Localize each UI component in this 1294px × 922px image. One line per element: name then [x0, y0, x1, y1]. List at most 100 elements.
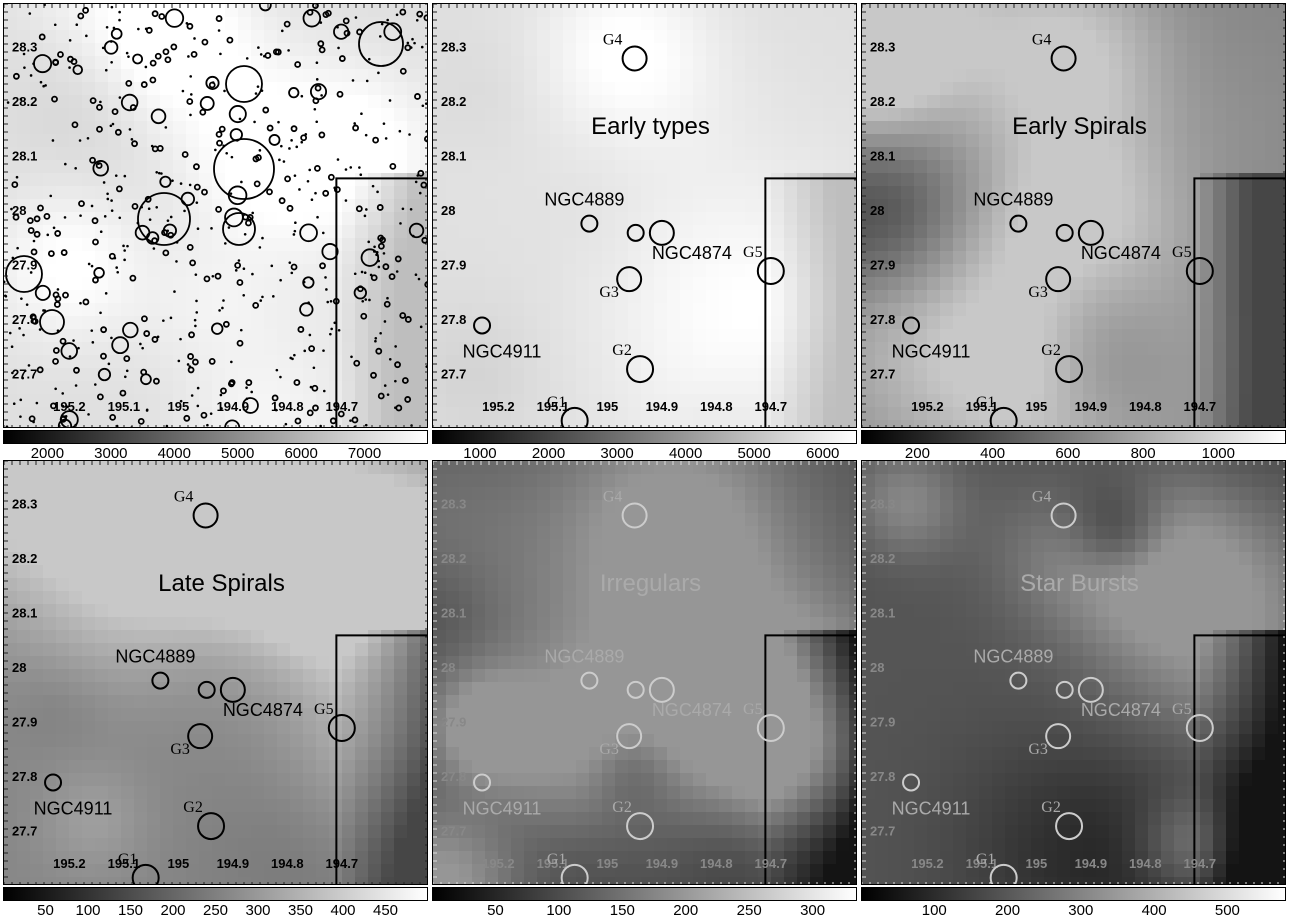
galaxy-point: [240, 329, 243, 332]
galaxy-point: [310, 386, 313, 389]
galaxy-point: [285, 423, 288, 426]
galaxy-point: [218, 29, 221, 32]
galaxy-point: [366, 80, 369, 83]
ra-tick-label: 194.8: [271, 856, 304, 871]
galaxy-point: [387, 393, 390, 396]
galaxy-point: [361, 300, 364, 303]
colorbar-late-spirals: [3, 887, 428, 901]
galaxy-point: [212, 275, 215, 278]
galaxy-point: [294, 221, 297, 224]
dec-tick-label: 27.9: [441, 258, 466, 273]
galaxy-point: [19, 415, 22, 418]
galaxy-point: [314, 192, 317, 195]
galaxy-point: [32, 62, 35, 65]
galaxy-point: [173, 290, 176, 293]
colorbar-tick-label: 50: [37, 902, 54, 919]
galaxy-point: [119, 96, 122, 99]
galaxy-point: [104, 215, 107, 218]
galaxy-point: [322, 232, 325, 235]
galaxy-point: [231, 156, 234, 159]
galaxy-point: [18, 327, 21, 330]
galaxy-point: [175, 260, 178, 263]
ra-tick-label: 195.2: [53, 399, 86, 414]
galaxy-point: [314, 108, 317, 111]
galaxy-point: [170, 317, 173, 320]
galaxy-point: [419, 192, 422, 195]
galaxy-point: [329, 333, 332, 336]
colorbar-tick-label: 450: [373, 902, 398, 919]
object-label: G4: [1032, 488, 1052, 505]
galaxy-point: [425, 365, 428, 368]
galaxy-point: [360, 112, 363, 115]
object-label: G5: [743, 244, 763, 261]
galaxy-point: [319, 425, 322, 428]
galaxy-point: [386, 19, 389, 22]
galaxy-point: [195, 300, 198, 303]
density-map: [433, 461, 857, 885]
galaxy-point: [322, 349, 325, 352]
galaxy-point: [54, 388, 57, 391]
dec-tick-label: 28.1: [870, 606, 895, 621]
galaxy-point: [153, 247, 156, 250]
galaxy-point: [368, 299, 371, 302]
dec-tick-label: 28.1: [441, 606, 466, 621]
galaxy-point: [23, 66, 26, 69]
galaxy-point: [361, 271, 364, 274]
galaxy-point: [149, 218, 152, 221]
galaxy-point: [259, 299, 262, 302]
colorbar-all: [3, 430, 428, 444]
galaxy-point: [290, 272, 293, 275]
galaxy-point: [16, 247, 19, 250]
dec-tick-label: 28.3: [12, 40, 37, 55]
galaxy-point: [110, 337, 113, 340]
object-label: G3: [1028, 741, 1048, 758]
galaxy-point: [402, 207, 405, 210]
galaxy-point: [280, 145, 283, 148]
ra-tick-label: 194.8: [271, 399, 304, 414]
galaxy-point: [22, 334, 25, 337]
ra-tick-label: 195.2: [911, 399, 944, 414]
galaxy-point: [324, 276, 327, 279]
galaxy-point: [126, 52, 129, 55]
colorbar-tick-label: 100: [75, 902, 100, 919]
galaxy-point: [131, 138, 134, 141]
galaxy-point: [42, 85, 45, 88]
galaxy-point: [122, 245, 125, 248]
galaxy-point: [124, 175, 127, 178]
galaxy-point: [13, 402, 16, 405]
galaxy-point: [126, 369, 129, 372]
galaxy-point: [194, 319, 197, 322]
galaxy-point: [368, 58, 371, 61]
ra-tick-label: 195.1: [108, 399, 141, 414]
dec-tick-label: 27.7: [870, 824, 895, 839]
dec-tick-label: 27.7: [12, 367, 37, 382]
colorbar-tick-label: 200: [673, 902, 698, 919]
galaxy-point: [394, 345, 397, 348]
galaxy-point: [384, 320, 387, 323]
object-label: G3: [599, 284, 619, 301]
galaxy-point: [123, 259, 126, 262]
galaxy-point: [167, 219, 170, 222]
colorbar-tick-label: 300: [800, 902, 825, 919]
galaxy-point: [359, 173, 362, 176]
galaxy-point: [145, 66, 148, 69]
ra-tick-label: 195: [168, 856, 190, 871]
dec-tick-label: 28: [870, 660, 884, 675]
galaxy-point: [6, 425, 9, 428]
galaxy-point: [316, 61, 319, 64]
galaxy-point: [300, 141, 303, 144]
galaxy-point: [197, 227, 200, 230]
galaxy-point: [372, 185, 375, 188]
galaxy-point: [338, 329, 341, 332]
galaxy-point: [412, 235, 415, 238]
colorbar-tick-label: 250: [737, 902, 762, 919]
galaxy-point: [33, 240, 36, 243]
galaxy-point: [379, 332, 382, 335]
galaxy-point: [365, 424, 368, 427]
galaxy-point: [110, 199, 113, 202]
galaxy-point: [171, 179, 174, 182]
galaxy-point: [228, 226, 231, 229]
